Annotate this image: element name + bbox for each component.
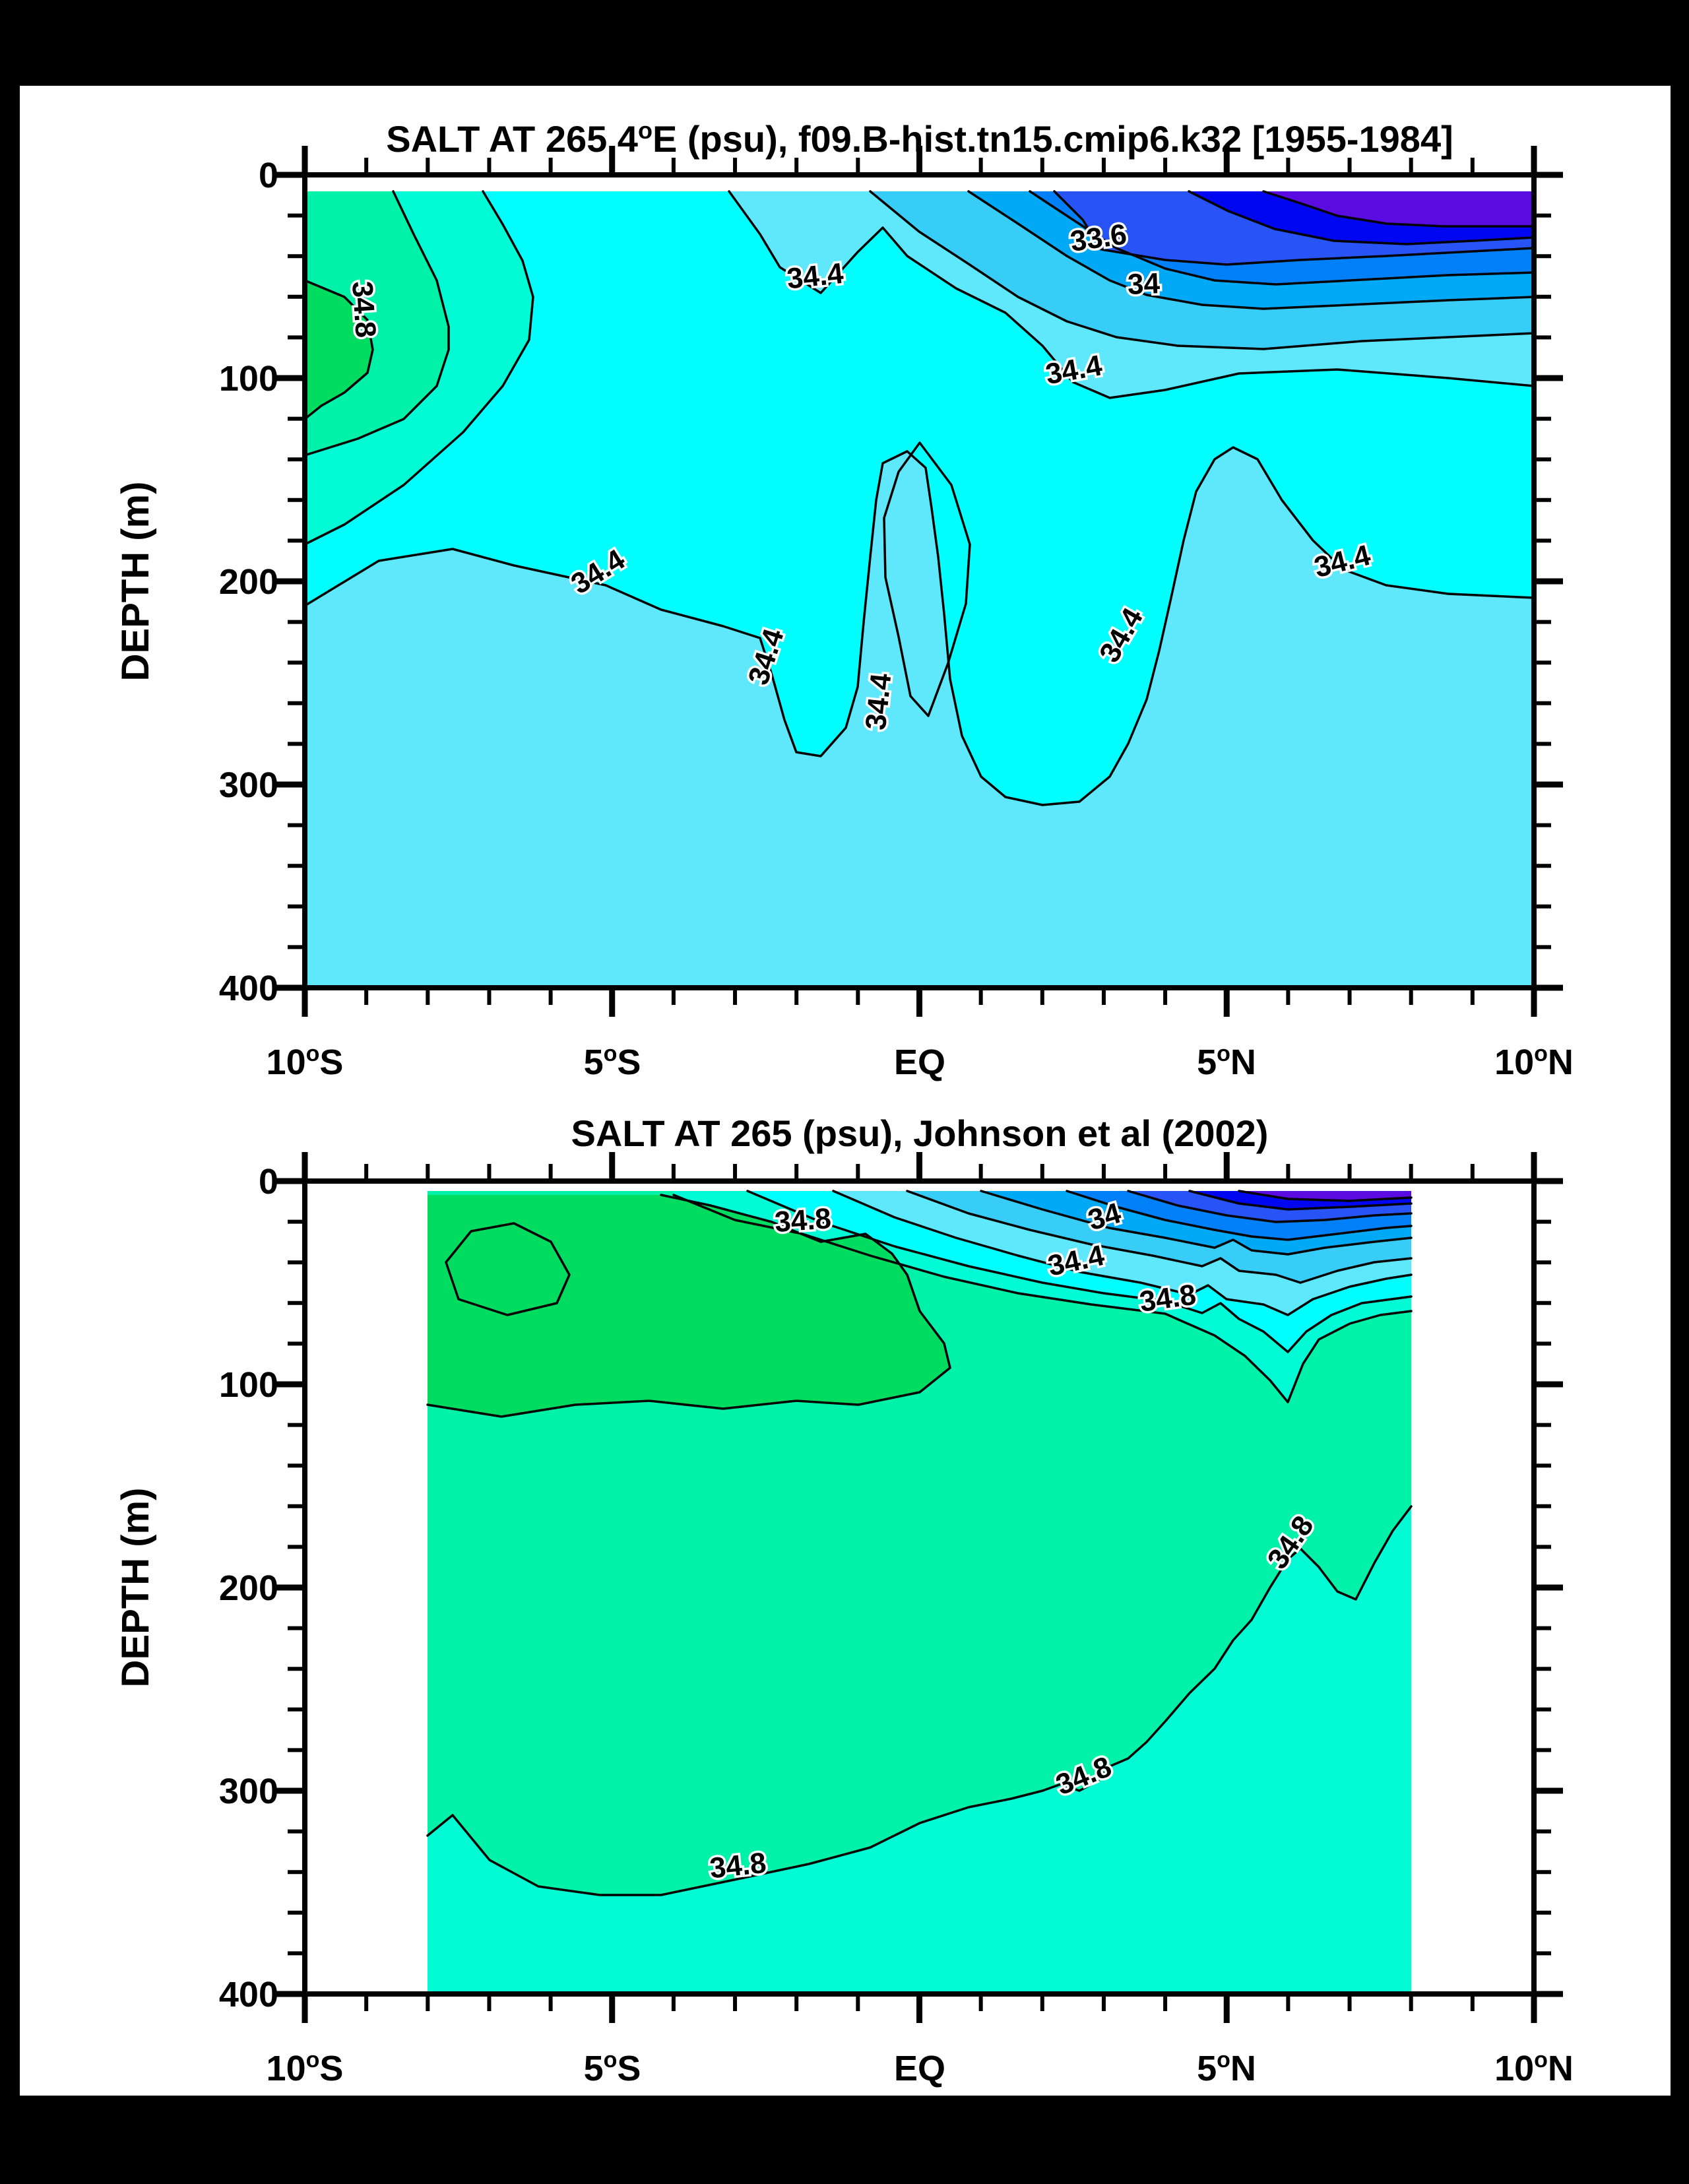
y-tick: 100 bbox=[219, 359, 278, 399]
y-tick: 200 bbox=[219, 1568, 278, 1608]
top-axis-ticks bbox=[276, 146, 1563, 1017]
bottom-y-tick-labels: 0 100 200 300 400 bbox=[219, 1162, 278, 2014]
top-contour-lines bbox=[303, 190, 1535, 806]
x-tick: 5oN bbox=[1197, 1041, 1256, 1082]
x-tick: 10oS bbox=[267, 1041, 344, 1082]
x-tick: EQ bbox=[894, 2049, 945, 2088]
top-plot-frame bbox=[302, 172, 1537, 990]
top-plot-title: SALT AT 265.4oE (psu), f09.B-hist.tn15.c… bbox=[386, 117, 1453, 160]
top-y-tick-labels: 0 100 200 300 400 bbox=[219, 156, 278, 1008]
contour-label: 34.8 bbox=[708, 1847, 767, 1885]
band-deep-34p2-34p4 bbox=[305, 447, 1534, 988]
bottom-contour-lines bbox=[426, 1190, 1413, 1896]
band-island-34p2-34p4 bbox=[883, 441, 971, 717]
top-y-axis-title: DEPTH (m) bbox=[114, 482, 157, 682]
contour-label: 34.8 bbox=[346, 280, 382, 339]
bottom-x-tick-labels: 10oS 5oS EQ 5oN 10oN bbox=[267, 2047, 1574, 2088]
top-plot-area: 34.8 34.4 33.6 34 34.4 34.4 34.4 34.4 34… bbox=[276, 146, 1563, 1017]
y-tick: 0 bbox=[259, 1162, 278, 1202]
contour-label: 34.4 bbox=[860, 672, 898, 732]
bottom-contour-plot: SALT AT 265 (psu), Johnson et al (2002) bbox=[114, 1112, 1574, 2088]
bottom-y-axis-title: DEPTH (m) bbox=[114, 1488, 157, 1688]
y-tick: 200 bbox=[219, 562, 278, 602]
bottom-plot-area: 34.8 34 34.4 34.8 34.8 34.8 34.8 bbox=[276, 1152, 1563, 2023]
y-tick: 400 bbox=[219, 969, 278, 1008]
band-gt35p0-left bbox=[305, 280, 373, 419]
y-tick: 300 bbox=[219, 1772, 278, 1811]
y-tick: 0 bbox=[259, 156, 278, 195]
top-filled-bands bbox=[305, 175, 1534, 988]
band-gt35p2-blob bbox=[445, 1222, 571, 1316]
band-lt33p2 bbox=[1239, 1191, 1411, 1201]
band-lt33p2 bbox=[1263, 191, 1534, 226]
bottom-plot-frame bbox=[302, 1178, 1537, 1997]
contour-label: 34 bbox=[1127, 267, 1161, 301]
bottom-plot-title: SALT AT 265 (psu), Johnson et al (2002) bbox=[571, 1112, 1269, 1154]
x-tick: 5oN bbox=[1197, 2047, 1256, 2088]
contour-label: 34.8 bbox=[774, 1202, 833, 1238]
x-tick: 10oS bbox=[267, 2047, 344, 2088]
y-tick: 300 bbox=[219, 765, 278, 805]
top-contour-plot: SALT AT 265.4oE (psu), f09.B-hist.tn15.c… bbox=[114, 117, 1574, 1082]
x-tick: 10oN bbox=[1494, 2047, 1574, 2088]
top-x-tick-labels: 10oS 5oS EQ 5oN 10oN bbox=[267, 1041, 1574, 1082]
y-tick: 400 bbox=[219, 1975, 278, 2014]
surface-white-strip bbox=[305, 175, 1534, 191]
y-tick: 100 bbox=[219, 1365, 278, 1405]
bottom-axis-ticks bbox=[276, 1152, 1563, 2023]
x-tick: 5oS bbox=[584, 1041, 641, 1082]
x-tick: 10oN bbox=[1494, 1041, 1574, 1082]
band-deep-34p6-34p8 bbox=[428, 1506, 1411, 1994]
band-gt35p0 bbox=[428, 1195, 950, 1417]
contour-label: 34.4 bbox=[785, 257, 845, 296]
x-tick: 5oS bbox=[584, 2047, 641, 2088]
x-tick: EQ bbox=[894, 1043, 945, 1082]
